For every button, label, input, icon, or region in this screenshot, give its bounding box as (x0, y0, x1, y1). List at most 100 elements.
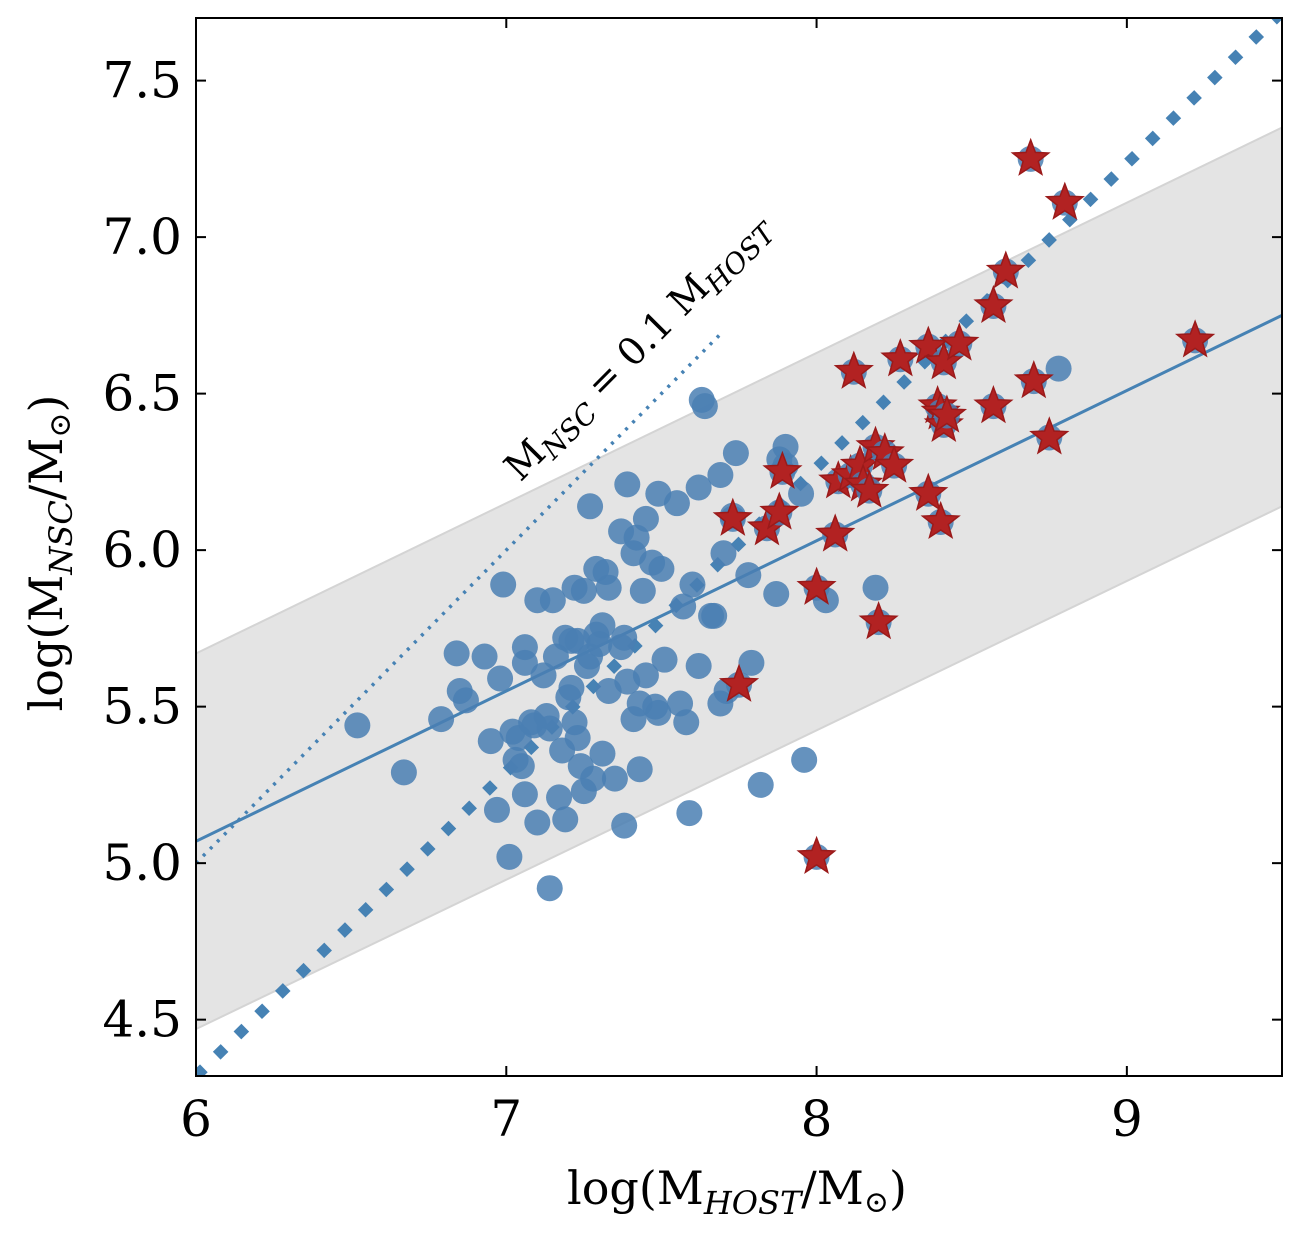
star-point (718, 663, 760, 702)
circle-point (546, 784, 573, 811)
star-point (1029, 416, 1070, 455)
star-point (1174, 319, 1216, 358)
star-point (815, 513, 856, 552)
circle-point (763, 580, 790, 607)
star-point (1044, 181, 1085, 220)
star-point (880, 338, 921, 377)
circle-point (564, 724, 591, 751)
star-point (858, 600, 899, 640)
star-point (973, 284, 1014, 324)
circle-point (707, 462, 734, 489)
circle-point (508, 753, 535, 780)
star-point (796, 566, 837, 605)
circle-point (629, 577, 656, 604)
circle-point (772, 433, 799, 460)
circle-point (452, 687, 479, 714)
circle-point (580, 765, 607, 792)
circle-point (710, 540, 737, 567)
circle-point (483, 796, 510, 823)
star-point (908, 472, 949, 511)
circle-point (611, 624, 638, 651)
circle-point (595, 574, 622, 601)
circle-point (626, 756, 653, 783)
circle-point (344, 712, 371, 739)
star-point (762, 450, 803, 489)
circle-point (471, 643, 498, 670)
y-tick-label: 5.5 (102, 678, 182, 736)
star-markers (712, 137, 1216, 875)
circle-point (570, 577, 597, 604)
star-point (985, 250, 1026, 289)
circle-point (511, 781, 538, 808)
y-tick-label: 7.0 (102, 208, 182, 266)
axis-ticks (195, 18, 1282, 1076)
circle-point (390, 759, 417, 786)
circle-point (685, 652, 712, 679)
x-tick-label: 7 (490, 1090, 522, 1148)
circle-point (670, 593, 697, 620)
circle-point (676, 800, 703, 827)
y-axis-title: log(MNSC/M⊙) (19, 394, 80, 711)
circle-point (663, 490, 690, 517)
circle-point (645, 699, 672, 726)
circle-point (788, 480, 815, 507)
circle-point (722, 440, 749, 467)
star-point (796, 835, 837, 875)
circle-point (536, 875, 563, 902)
circle-point (738, 649, 765, 676)
circle-point (691, 393, 718, 420)
star-point (833, 350, 874, 389)
circle-markers (344, 355, 1072, 902)
y-tick-labels: 4.5 5.0 5.5 6.0 6.5 7.0 7.5 (102, 52, 182, 1049)
plot-frame (195, 17, 1283, 1077)
x-tick-label: 8 (801, 1090, 833, 1148)
y-tick-label: 6.0 (102, 521, 182, 579)
circle-point (487, 665, 514, 692)
circle-point (496, 843, 523, 870)
circle-point (791, 746, 818, 773)
x-tick-labels: 6 7 8 9 (180, 1090, 1143, 1148)
y-tick-label: 6.5 (102, 365, 182, 423)
circle-point (862, 574, 889, 601)
circle-point (614, 471, 641, 498)
circle-point (477, 728, 504, 755)
y-tick-label: 4.5 (102, 991, 182, 1049)
y-tick-label: 5.0 (102, 834, 182, 892)
star-point (1010, 137, 1051, 176)
circle-point (558, 674, 585, 701)
circle-point (589, 740, 616, 767)
circle-point (632, 505, 659, 532)
circle-point (428, 706, 455, 733)
star-point (849, 469, 890, 508)
circle-point (735, 562, 762, 589)
circle-point (701, 602, 728, 629)
circle-point (536, 715, 563, 742)
circle-point (577, 493, 604, 520)
circle-point (679, 571, 706, 598)
circle-point (524, 809, 551, 836)
circle-point (673, 709, 700, 736)
circle-point (648, 555, 675, 582)
circle-point (632, 662, 659, 689)
x-tick-label: 9 (1111, 1090, 1143, 1148)
star-point (874, 444, 915, 483)
x-tick-label: 6 (180, 1090, 212, 1148)
star-point (926, 394, 968, 433)
thick-dotted-line (196, 18, 1282, 1076)
circle-point (490, 571, 517, 598)
circle-point (685, 474, 712, 501)
y-tick-label: 7.5 (102, 52, 182, 110)
circle-point (530, 662, 557, 689)
star-point (1013, 359, 1054, 399)
circle-point (601, 765, 628, 792)
star-point (759, 491, 800, 530)
circle-point (539, 587, 566, 614)
circle-point (611, 812, 638, 839)
circle-point (511, 634, 538, 661)
circle-point (651, 646, 678, 673)
x-axis-title: log(MHOST/M⊙) (567, 1161, 907, 1222)
star-point (712, 497, 753, 536)
star-point (908, 325, 949, 364)
circle-point (443, 640, 470, 667)
